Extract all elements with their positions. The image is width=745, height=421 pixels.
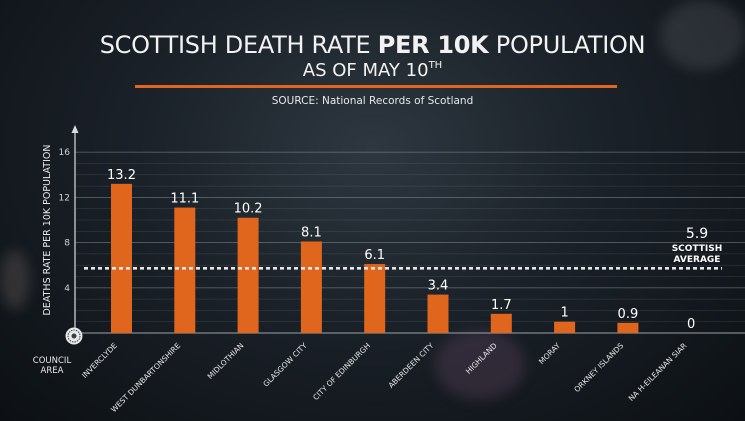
y-tick-label: 8	[64, 239, 70, 249]
y-tick-label: 16	[59, 148, 71, 158]
bar-value-label: 1.7	[491, 298, 512, 313]
seal-badge-ring	[67, 329, 81, 343]
category-label: INVERCLYDE	[80, 341, 119, 380]
category-label: GLASGOW CITY	[261, 341, 309, 389]
y-axis-title: DEATHS RATE PER 10K POPULATION	[42, 145, 53, 316]
bar	[111, 183, 132, 333]
bar	[174, 207, 196, 333]
category-label: NA H-EILEANAN SIAR	[627, 341, 689, 403]
bar	[427, 294, 449, 333]
bar	[490, 313, 512, 333]
bar	[300, 241, 322, 333]
category-label: ORKNEY ISLANDS	[572, 341, 625, 394]
title-part: POPULATION	[488, 31, 646, 59]
bar-value-label: 8.1	[301, 225, 322, 240]
bar-value-label: 0.9	[618, 307, 639, 322]
category-label: MIDLOTHIAN	[206, 341, 246, 381]
council-area-line: AREA	[40, 366, 64, 376]
chart-subtitle: AS OF MAY 10TH	[0, 60, 745, 81]
y-axis-arrow	[71, 125, 79, 133]
bar-value-label: 0	[687, 317, 695, 332]
title-emphasis: PER 10K	[377, 31, 489, 59]
category-label: HIGHLAND	[464, 341, 499, 376]
average-value-label: 5.9	[686, 226, 708, 242]
y-tick-label: 12	[59, 193, 70, 203]
category-label: CITY OF EDINBURGH	[311, 341, 372, 402]
category-label: ABERDEEN CITY	[387, 341, 436, 390]
bar-value-label: 10.2	[234, 202, 263, 217]
council-area-label: COUNCIL AREA	[30, 356, 74, 376]
category-label: MORAY	[537, 341, 562, 366]
subtitle-superscript: TH	[428, 60, 443, 71]
bar	[554, 321, 576, 333]
average-label: AVERAGE	[674, 255, 721, 265]
title-accent-rule	[135, 85, 617, 88]
title-part: SCOTTISH DEATH RATE	[99, 31, 378, 59]
bar-value-label: 1	[560, 306, 568, 321]
bar	[617, 322, 639, 333]
subtitle-text: AS OF MAY 10	[302, 60, 429, 81]
source-note: SOURCE: National Records of Scotland	[271, 95, 474, 107]
average-label: SCOTTISH	[672, 244, 723, 254]
bar-value-label: 6.1	[364, 248, 385, 263]
council-area-line: COUNCIL	[32, 356, 72, 366]
bar	[364, 264, 386, 333]
bar-value-label: 13.2	[107, 168, 136, 183]
seal-badge-center	[71, 333, 77, 339]
y-tick-label: 4	[64, 284, 70, 294]
bar-value-label: 11.1	[170, 192, 199, 207]
bar-value-label: 3.4	[428, 279, 449, 294]
category-label: WEST DUNBARTONSHIRE	[109, 341, 182, 414]
chart-title: SCOTTISH DEATH RATE PER 10K POPULATION	[0, 31, 745, 59]
bar	[237, 217, 259, 333]
